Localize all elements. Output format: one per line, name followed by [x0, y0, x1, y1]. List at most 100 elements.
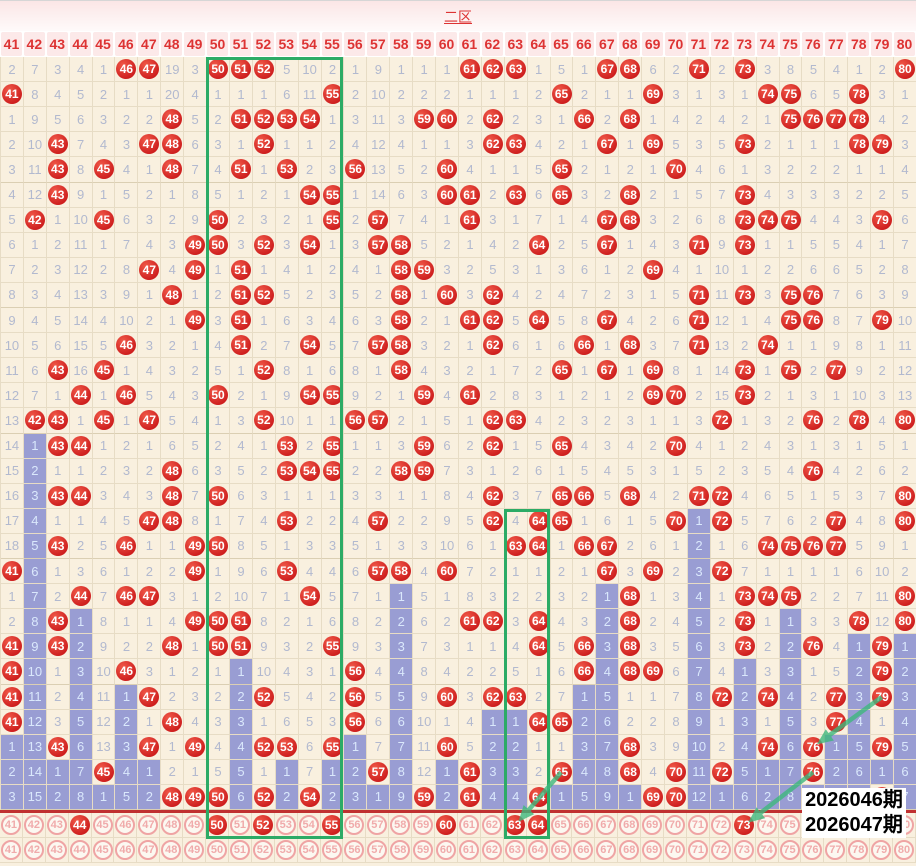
hit-cell: 63 — [504, 533, 528, 559]
hit-cell: 60 — [436, 282, 459, 308]
miss-count-cell: 1 — [779, 383, 803, 409]
miss-count-cell: 2 — [229, 207, 253, 233]
miss-count-cell: 3 — [710, 634, 734, 660]
hit-number-ball: 74 — [757, 736, 778, 757]
miss-count-cell: 4 — [527, 132, 551, 158]
miss-count-cell: 1 — [138, 609, 162, 635]
omission-streak-cell: 12 — [687, 784, 711, 810]
hit-number-ball: 53 — [276, 561, 297, 582]
hit-number-ball: 47 — [139, 736, 160, 757]
hit-cell: 57 — [367, 559, 391, 585]
bottom-row-cell: 67 — [595, 813, 619, 838]
hit-number-ball: 46 — [116, 59, 137, 80]
bottom-row-cell: 49 — [183, 838, 207, 863]
miss-count-cell: 2 — [367, 609, 391, 635]
hit-cell: 74 — [756, 584, 780, 610]
miss-count-cell: 5 — [710, 132, 734, 158]
miss-count-cell: 12 — [894, 358, 916, 384]
column-header-66: 66 — [573, 32, 595, 56]
bottom-row-cell: 78 — [847, 838, 871, 863]
hit-cell: 44 — [69, 433, 93, 459]
hit-number-ball: 67 — [597, 310, 618, 331]
miss-count-cell: 1 — [115, 408, 139, 434]
miss-count-cell: 1 — [92, 433, 116, 459]
miss-count-cell: 20 — [161, 82, 185, 108]
hit-number-ball: 58 — [391, 460, 412, 481]
hit-cell: 69 — [642, 659, 666, 685]
miss-count-cell: 1 — [413, 408, 437, 434]
miss-count-cell: 2 — [619, 709, 643, 735]
bottom-row-cell: 69 — [641, 838, 665, 863]
miss-count-cell: 1 — [184, 634, 208, 660]
miss-count-cell: 1 — [733, 257, 757, 283]
hit-cell: 73 — [733, 634, 757, 660]
miss-count-cell: 8 — [184, 182, 208, 208]
omission-streak-cell: 13 — [23, 734, 47, 760]
miss-count-cell: 2 — [413, 82, 437, 108]
miss-count-cell: 3 — [779, 433, 803, 459]
hit-number-ball: 46 — [116, 661, 137, 682]
hit-cell: 56 — [344, 408, 368, 434]
miss-count-cell: 2 — [161, 559, 185, 585]
omission-streak-cell: 2 — [138, 784, 162, 810]
hit-cell: 47 — [138, 508, 162, 534]
hit-number-ball: 74 — [757, 586, 778, 607]
miss-count-cell: 1 — [138, 82, 162, 108]
hit-number-ball: 64 — [528, 636, 549, 657]
miss-count-cell: 1 — [321, 659, 345, 685]
hit-number-ball: 59 — [414, 435, 435, 456]
omission-streak-cell: 1 — [69, 609, 93, 635]
hit-cell: 62 — [481, 107, 505, 133]
hit-number-ball: 73 — [734, 636, 755, 657]
miss-count-cell: 2 — [458, 433, 482, 459]
miss-count-cell: 8 — [573, 308, 597, 334]
number-outline-circle: 76 — [802, 840, 823, 860]
hit-cell: 70 — [665, 508, 688, 534]
hit-cell: 49 — [184, 257, 208, 283]
bottom-row-cell: 63 — [503, 838, 527, 863]
hit-cell: 68 — [619, 57, 643, 83]
miss-count-cell: 4 — [573, 207, 597, 233]
hit-number-ball: 68 — [620, 209, 641, 230]
miss-count-cell: 1 — [390, 483, 414, 509]
miss-count-cell: 15 — [1, 458, 24, 484]
omission-streak-cell: 7 — [779, 759, 803, 785]
bottom-row-cell: 70 — [664, 813, 687, 838]
hit-number-ball: 76 — [803, 460, 824, 481]
hit-number-ball: 55 — [322, 385, 343, 406]
hit-cell: 47 — [138, 734, 162, 760]
hit-number-ball: 48 — [162, 485, 183, 506]
bottom-row-cell: 47 — [137, 813, 161, 838]
hit-number-ball: 48 — [162, 786, 183, 807]
miss-count-cell: 2 — [298, 433, 322, 459]
miss-count-cell: 2 — [69, 533, 93, 559]
miss-count-cell: 8 — [69, 157, 93, 183]
hit-cell: 59 — [413, 107, 437, 133]
omission-streak-cell: 5 — [390, 684, 414, 710]
hit-number-ball: 72 — [711, 410, 732, 431]
miss-count-cell: 5 — [92, 533, 116, 559]
hit-cell: 62 — [481, 684, 505, 710]
hit-cell: 60 — [436, 157, 459, 183]
miss-count-cell: 3 — [642, 734, 666, 760]
miss-count-cell: 1 — [298, 408, 322, 434]
miss-count-cell: 1 — [756, 358, 780, 384]
miss-count-cell: 1 — [252, 308, 276, 334]
miss-count-cell: 1 — [390, 383, 414, 409]
hit-number-ball: 51 — [230, 310, 251, 331]
hit-number-ball: 73 — [734, 134, 755, 155]
miss-count-cell: 1 — [1, 107, 24, 133]
hit-cell: 65 — [550, 483, 574, 509]
hit-number-ball: 62 — [482, 134, 503, 155]
bottom-row-cell: 54 — [297, 838, 321, 863]
hit-number-ball: 74 — [757, 335, 778, 356]
hit-cell: 43 — [46, 182, 70, 208]
hit-cell: 74 — [756, 734, 780, 760]
hit-cell: 59 — [413, 383, 437, 409]
miss-count-cell: 7 — [710, 182, 734, 208]
bottom-row-cell: 51 — [228, 838, 252, 863]
omission-streak-cell: 2 — [825, 759, 849, 785]
hit-number-ball: 77 — [826, 510, 847, 531]
miss-count-cell: 4 — [207, 333, 230, 359]
hit-cell: 77 — [825, 508, 849, 534]
